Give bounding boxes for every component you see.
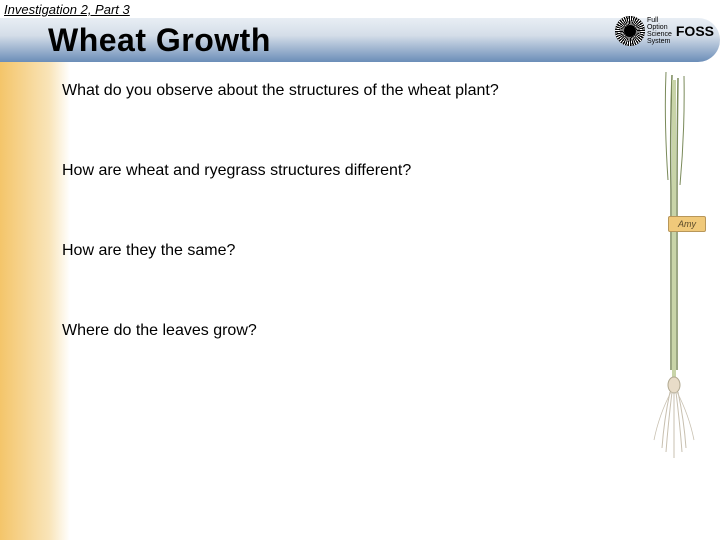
page-title: Wheat Growth (48, 22, 271, 59)
logo-line3: Science (647, 31, 672, 38)
investigation-label: Investigation 2, Part 3 (4, 2, 130, 17)
logo-line1: Full (647, 17, 672, 24)
side-gradient (0, 62, 70, 540)
sunburst-icon (615, 16, 645, 46)
logo-line4: System (647, 38, 672, 45)
foss-logo: Full Option Science System FOSS (615, 16, 714, 46)
wheat-svg (644, 70, 704, 470)
question-2: How are wheat and ryegrass structures di… (62, 162, 622, 180)
content-area: What do you observe about the structures… (62, 82, 622, 402)
header-bar: Wheat Growth (0, 18, 720, 62)
logo-brand: FOSS (676, 23, 714, 39)
question-1: What do you observe about the structures… (62, 82, 622, 100)
logo-line2: Option (647, 24, 672, 31)
logo-tagline: Full Option Science System (647, 17, 672, 45)
question-4: Where do the leaves grow? (62, 322, 622, 340)
wheat-illustration: Amy (644, 70, 704, 470)
question-3: How are they the same? (62, 242, 622, 260)
plant-tag: Amy (668, 216, 706, 232)
